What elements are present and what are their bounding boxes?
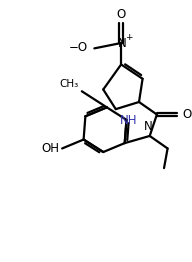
Text: +: + [125,33,133,42]
Text: N: N [144,120,152,133]
Text: CH₃: CH₃ [59,79,78,89]
Text: O: O [117,8,126,21]
Text: N: N [118,36,126,50]
Text: O: O [182,108,191,121]
Text: NH: NH [120,114,138,127]
Text: −O: −O [69,41,88,54]
Text: OH: OH [41,142,60,155]
